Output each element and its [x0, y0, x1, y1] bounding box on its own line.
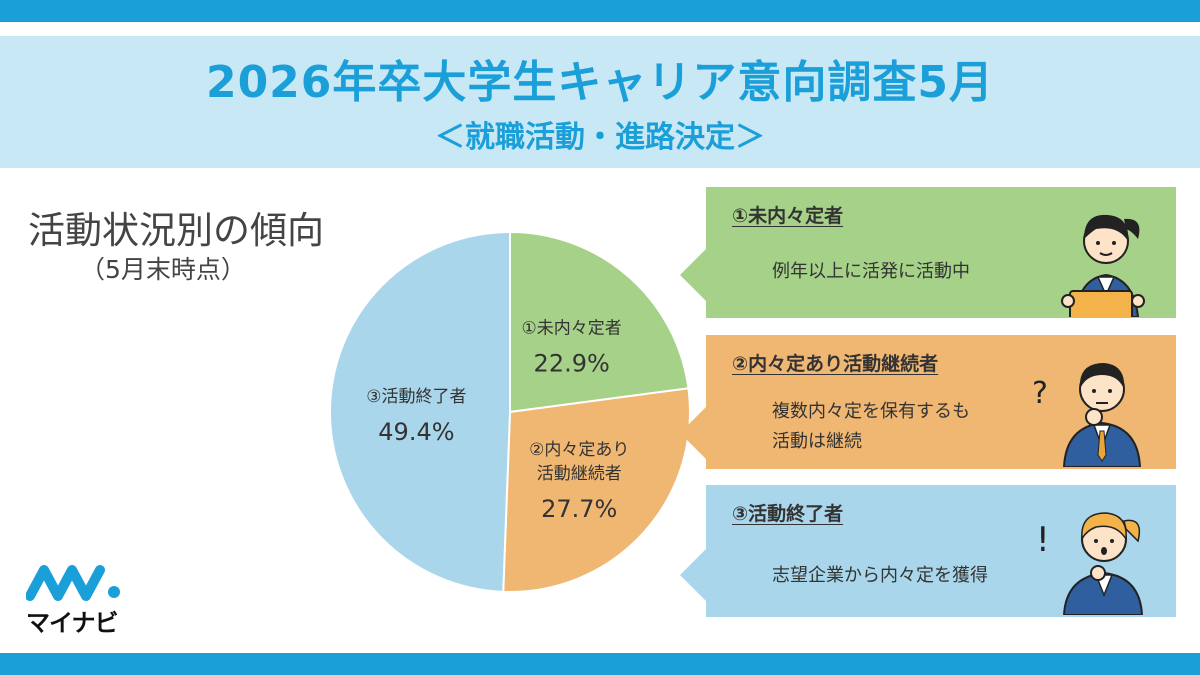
card-unoffered: ①未内々定者 例年以上に活発に活動中	[680, 187, 1176, 318]
svg-text:!: !	[1036, 520, 1050, 560]
card-pointer	[680, 407, 706, 459]
card-pointer	[680, 549, 706, 601]
header-banner: 2026年卒大学生キャリア意向調査5月 ＜就職活動・進路決定＞	[0, 36, 1200, 168]
card-description-line: 志望企業から内々定を獲得	[772, 565, 988, 586]
page-subtitle: ＜就職活動・進路決定＞	[435, 120, 765, 155]
card-heading: ③活動終了者	[732, 503, 844, 525]
card-completed: ③活動終了者 志望企業から内々定を獲得 !	[680, 485, 1176, 617]
mynavi-logo: マイナビ	[26, 556, 126, 637]
section-subtitle: （5月末時点）	[80, 255, 246, 284]
card-offered-continuing: ②内々定あり活動継続者 複数内々定を保有するも 活動は継続 ?	[680, 335, 1176, 469]
thinking-man-icon: ?	[1032, 363, 1142, 467]
card-heading: ②内々定あり活動継続者	[732, 353, 939, 375]
card-description-line: 例年以上に活発に活動中	[772, 261, 970, 282]
card-description-line: 複数内々定を保有するも	[772, 401, 970, 422]
logo-text: マイナビ	[26, 609, 119, 637]
surprised-woman-icon: !	[1036, 512, 1144, 615]
card-description-line: 活動は継続	[772, 431, 862, 452]
woman-with-tablet-icon	[1061, 214, 1145, 317]
card-description: 例年以上に活発に活動中	[772, 257, 970, 287]
pie-chart: ①未内々定者 22.9% ②内々定あり活動継続者 27.7% ③活動終了者 49.4%	[329, 230, 691, 593]
pie-slice-value: 27.7%	[541, 495, 617, 523]
section-title: 活動状況別の傾向	[28, 209, 324, 252]
page-title: 2026年卒大学生キャリア意向調査5月	[205, 57, 995, 108]
pie-slice-completed	[329, 230, 511, 593]
card-description: 複数内々定を保有するも 活動は継続	[772, 397, 970, 457]
top-bar	[0, 0, 1200, 22]
pie-slice-label: 活動継続者	[537, 464, 622, 484]
pie-slice-label: ③活動終了者	[366, 387, 466, 407]
pie-slice-offered-continuing	[502, 387, 691, 593]
card-description: 志望企業から内々定を獲得	[772, 561, 988, 591]
pie-slice-value: 49.4%	[378, 418, 454, 446]
bottom-bar	[0, 653, 1200, 675]
pie-slice-label: ②内々定あり	[529, 440, 629, 460]
svg-text:?: ?	[1032, 376, 1048, 411]
pie-slice-label: ①未内々定者	[522, 319, 622, 339]
mynavi-logo-icon	[26, 565, 120, 601]
pie-slice-value: 22.9%	[534, 350, 610, 378]
card-pointer	[680, 249, 706, 301]
card-heading: ①未内々定者	[732, 205, 844, 227]
pie-slice-unoffered	[509, 230, 690, 414]
